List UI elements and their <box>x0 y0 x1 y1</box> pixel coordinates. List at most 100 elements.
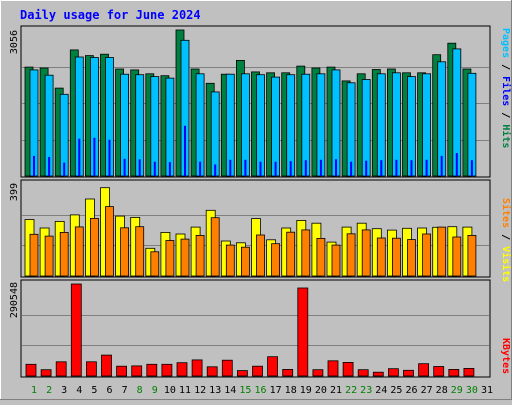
panel-kbytes-box <box>20 279 491 378</box>
legend-files: Files <box>500 76 512 106</box>
bar-sites-day-24 <box>376 237 386 277</box>
day-label-15: 15 <box>239 385 251 396</box>
kbytes-ymax-label: 290548 <box>9 282 20 318</box>
day-label-2: 2 <box>46 385 52 396</box>
bar-sites-day-18 <box>286 231 296 277</box>
bar-kbytes-day-23 <box>357 369 369 377</box>
bar-sites-day-9 <box>150 251 160 277</box>
bar-kbytes-day-6 <box>101 354 112 377</box>
day-label-29: 29 <box>451 385 463 396</box>
day-label-3: 3 <box>61 385 67 396</box>
bar-sites-day-10 <box>165 240 175 277</box>
day-label-24: 24 <box>375 385 387 396</box>
bar-sites-day-6 <box>105 206 114 277</box>
bar-pages-day-21 <box>335 159 337 176</box>
day-label-28: 28 <box>436 385 448 396</box>
bar-kbytes-day-16 <box>252 365 263 377</box>
bar-kbytes-day-15 <box>236 370 248 377</box>
bar-sites-day-20 <box>316 237 326 277</box>
day-label-21: 21 <box>330 385 342 396</box>
bar-pages-day-17 <box>274 161 277 176</box>
bar-kbytes-day-27 <box>418 363 430 377</box>
bar-sites-day-30 <box>467 234 477 277</box>
day-label-4: 4 <box>76 385 82 396</box>
bar-pages-day-1 <box>33 155 35 176</box>
day-label-25: 25 <box>390 385 402 396</box>
bar-pages-day-16 <box>259 161 262 176</box>
bar-kbytes-day-8 <box>131 365 143 377</box>
bar-sites-day-7 <box>120 227 129 277</box>
bar-pages-day-7 <box>123 158 126 176</box>
legend-sites: Sites <box>500 198 512 228</box>
bar-sites-day-1 <box>29 233 39 277</box>
bar-pages-day-27 <box>425 159 428 176</box>
bar-sites-day-13 <box>210 217 220 277</box>
bar-pages-day-8 <box>138 159 141 176</box>
day-label-19: 19 <box>300 385 312 396</box>
day-label-13: 13 <box>209 385 221 396</box>
bar-sites-day-26 <box>407 239 416 277</box>
bar-kbytes-day-19 <box>297 287 309 377</box>
bar-kbytes-day-21 <box>327 360 339 377</box>
bar-kbytes-day-4 <box>70 283 82 377</box>
bar-files-day-18 <box>286 74 296 177</box>
bar-sites-day-5 <box>90 217 99 277</box>
bar-pages-day-10 <box>168 162 171 176</box>
bar-kbytes-day-7 <box>116 365 127 377</box>
bar-pages-day-29 <box>455 153 458 176</box>
bar-kbytes-day-24 <box>372 371 384 377</box>
bar-kbytes-day-5 <box>86 361 97 377</box>
bar-pages-day-25 <box>395 159 398 176</box>
bar-sites-day-16 <box>256 234 265 277</box>
day-label-23: 23 <box>360 385 372 396</box>
legend-kbytes: KBytes <box>500 338 511 374</box>
bar-kbytes-day-20 <box>312 369 324 377</box>
bar-sites-day-4 <box>74 226 84 277</box>
bar-sites-day-11 <box>180 238 190 277</box>
bar-files-day-10 <box>165 77 175 177</box>
day-label-1: 1 <box>31 385 37 396</box>
bar-files-day-9 <box>150 76 160 177</box>
day-label-18: 18 <box>285 385 297 396</box>
legend-sep-2: / <box>500 106 511 124</box>
bar-kbytes-day-9 <box>146 363 158 377</box>
bar-kbytes-day-28 <box>433 366 445 377</box>
day-label-9: 9 <box>152 385 158 396</box>
bar-sites-day-22 <box>346 233 356 277</box>
bar-kbytes-day-30 <box>463 367 475 377</box>
bar-sites-day-29 <box>452 236 462 277</box>
bar-pages-day-3 <box>63 162 66 176</box>
visits-ymax-label: 399 <box>9 183 20 201</box>
bar-files-day-17 <box>271 76 281 177</box>
bar-pages-day-12 <box>199 161 202 176</box>
bar-kbytes-day-12 <box>191 359 203 377</box>
bar-kbytes-day-22 <box>342 361 354 377</box>
bar-pages-day-20 <box>319 159 322 176</box>
bar-kbytes-day-2 <box>40 369 52 377</box>
bars <box>24 29 477 377</box>
bar-kbytes-day-13 <box>206 366 218 377</box>
bar-kbytes-day-11 <box>176 362 188 377</box>
legend-visits-sites: Sites / Visits <box>500 198 512 282</box>
bar-sites-day-19 <box>301 229 311 277</box>
bar-kbytes-day-18 <box>282 368 294 377</box>
bar-kbytes-day-17 <box>267 356 279 377</box>
bar-files-day-12 <box>195 73 205 177</box>
bar-pages-day-13 <box>214 164 217 176</box>
bar-kbytes-day-25 <box>387 368 399 377</box>
day-label-30: 30 <box>466 385 478 396</box>
bar-pages-day-19 <box>304 160 307 176</box>
bar-sites-day-15 <box>240 246 250 277</box>
day-label-11: 11 <box>179 385 191 396</box>
bar-pages-day-23 <box>365 160 368 176</box>
bar-sites-day-8 <box>135 226 145 277</box>
day-label-31: 31 <box>481 385 493 396</box>
bar-pages-day-30 <box>470 160 473 176</box>
chart-title: Daily usage for June 2024 <box>20 8 201 22</box>
bar-sites-day-2 <box>44 235 54 277</box>
bar-pages-day-15 <box>244 159 247 176</box>
bar-pages-day-4 <box>78 138 81 176</box>
bar-pages-day-5 <box>93 137 96 176</box>
day-label-5: 5 <box>91 385 97 396</box>
